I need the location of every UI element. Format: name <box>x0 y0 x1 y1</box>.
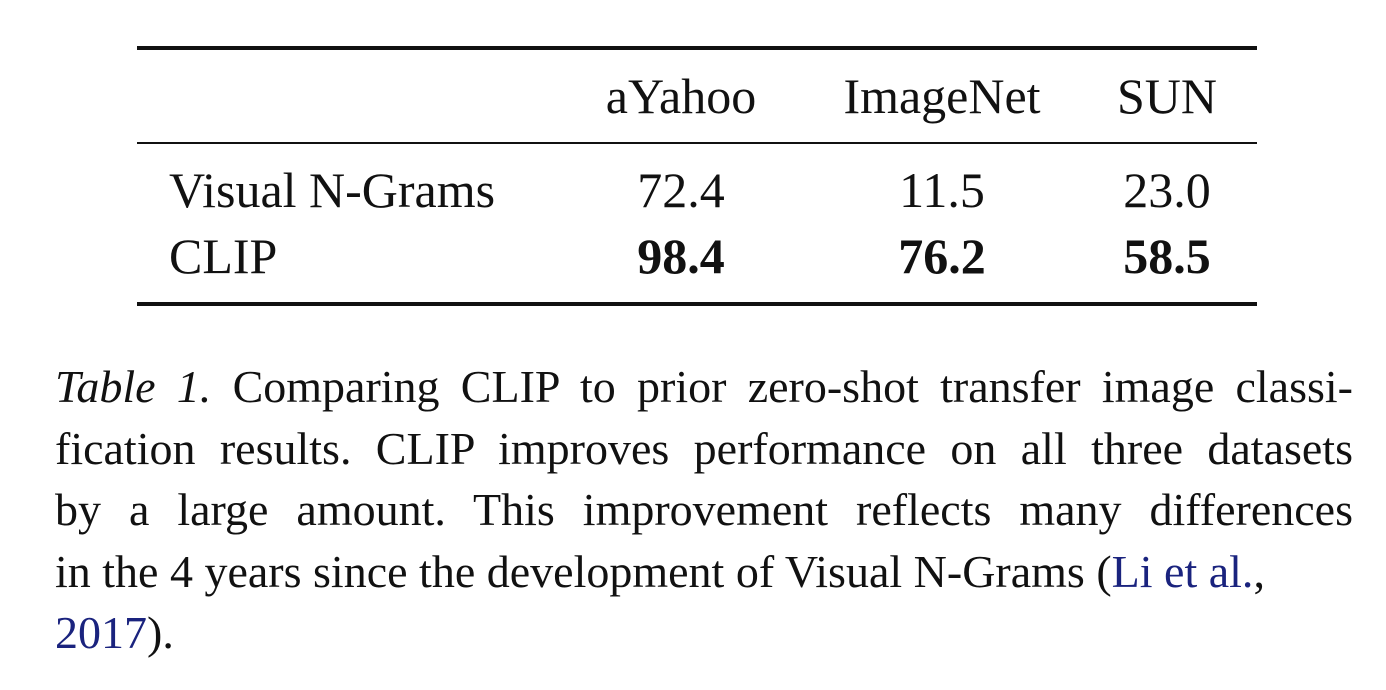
caption-line-1: Table 1. Comparing CLIP to prior zero-sh… <box>55 356 1353 418</box>
caption-label: Table 1. <box>55 361 212 412</box>
header-sun: SUN <box>1116 68 1218 124</box>
cell-clip-ayahoo: 98.4 <box>637 228 725 284</box>
caption-line-5: 2017). <box>55 602 1353 664</box>
caption-line-3: by a large amount. This improvement refl… <box>55 484 1353 535</box>
table-top-rule <box>137 46 1257 50</box>
caption-line-2: fication results. CLIP improves performa… <box>55 422 1353 474</box>
cell-clip-sun: 58.5 <box>1123 228 1211 284</box>
cell-visual-ngrams-ayahoo: 72.4 <box>637 162 725 218</box>
citation-separator: , <box>1253 545 1265 597</box>
row-label-clip: CLIP <box>169 228 278 284</box>
header-imagenet: ImageNet <box>843 68 1041 124</box>
table-bottom-rule <box>137 302 1257 306</box>
caption-line-1-text: Comparing CLIP to prior zero-shot transf… <box>232 361 1353 412</box>
table-header-rule <box>137 142 1257 144</box>
caption-line-5-tail: ). <box>147 607 174 658</box>
citation-authors-link[interactable]: Li et al. <box>1111 545 1254 597</box>
cell-visual-ngrams-sun: 23.0 <box>1123 162 1211 218</box>
caption-line-4: in the 4 years since the development of … <box>55 541 1353 603</box>
citation-year-link[interactable]: 2017 <box>55 607 147 658</box>
cell-visual-ngrams-imagenet: 11.5 <box>899 162 985 218</box>
table-caption: Table 1. Comparing CLIP to prior zero-sh… <box>55 356 1353 664</box>
row-label-visual-ngrams: Visual N-Grams <box>169 162 496 218</box>
header-ayahoo: aYahoo <box>605 68 757 124</box>
caption-line-4-text: in the 4 years since the development of … <box>55 545 1112 597</box>
cell-clip-imagenet: 76.2 <box>898 228 986 284</box>
